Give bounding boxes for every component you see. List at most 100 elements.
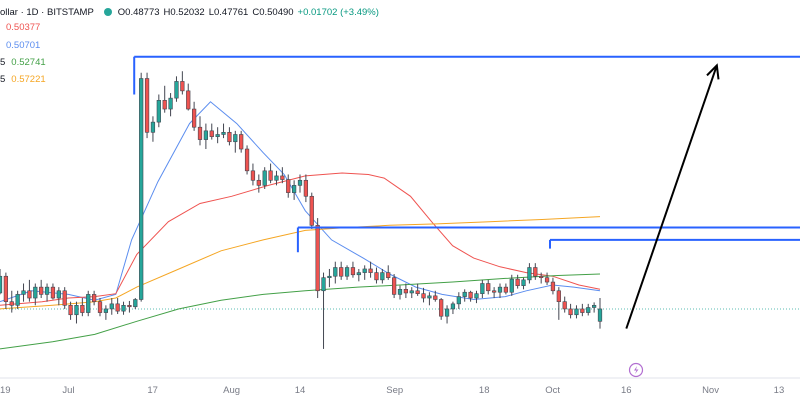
candle-body [515,278,520,286]
candle-body [568,308,573,316]
x-tick-label: Nov [702,385,719,396]
candle-body [168,97,173,110]
candle-body [21,290,26,295]
candle-body [9,301,14,306]
candle-body [97,301,103,313]
indicator-label-4[interactable]: 5 0.57221 [0,74,46,85]
trend-arrow-head [706,63,720,80]
candle-body [397,289,403,295]
candle-body [127,305,132,308]
candle-body [268,170,273,181]
candle-body [374,272,379,281]
candle-body [50,286,56,299]
candle-body [556,290,561,302]
candle-body [297,179,303,186]
candle-body [15,294,20,306]
low-value: L0.47761 [208,6,249,18]
candle-body [3,275,9,302]
candle-body [62,290,67,306]
x-tick-label: 14 [295,385,306,396]
moving-average-ma_red [0,172,601,306]
candle-body [421,293,426,299]
candle-body [544,277,550,283]
candle-body [509,278,514,293]
x-tick-label: Sep [386,385,403,396]
candle-body [339,267,344,277]
x-tick-label: 16 [621,385,632,396]
x-tick-label: Jul [62,385,74,396]
candle-body [39,286,44,295]
candle-body [539,275,544,278]
indicator-value: 0.50701 [6,40,41,51]
candle-body [550,281,556,292]
market-status-icon [103,8,112,16]
candle-body [162,100,167,110]
candle-body [133,299,138,308]
candle-body [597,308,603,322]
high-value: H0.52032 [163,6,205,18]
candle-body [174,81,179,99]
candle-body [303,179,309,197]
candle-body [315,225,320,292]
candle-body [527,267,532,281]
candle-body [227,132,232,143]
candle-body [74,305,79,316]
lightning-icon[interactable] [628,362,644,378]
indicator-prefix: 5 [0,74,6,85]
indicator-value: 0.50377 [6,22,41,33]
candle-body [103,308,109,313]
indicator-value: 0.57221 [11,74,46,85]
candle-body [191,108,197,128]
candle-body [109,303,114,310]
candle-body [256,179,261,186]
candle-body [497,286,503,293]
candle-body [491,290,497,293]
candle-body [144,78,150,133]
candle-body [456,296,461,305]
candle-body [186,90,191,110]
candle-body [486,283,491,292]
moving-average-ma_orange [0,216,601,310]
candle-body [409,290,414,294]
candle-body [433,295,438,300]
indicator-label-3[interactable]: 5 0.52741 [0,57,46,68]
change-value: +0.01702 (+3.49%) [297,6,379,18]
candle-body [386,272,391,278]
x-tick-label: 18 [479,385,490,396]
candle-body [333,267,338,277]
candle-body [533,267,538,277]
candle-body [474,293,479,299]
candle-body [150,121,156,133]
candle-body [309,195,314,226]
x-tick-label: Oct [545,385,560,396]
candle-body [68,305,73,316]
candle-body [203,130,209,140]
indicator-value: 0.52741 [11,57,46,68]
indicator-label-1[interactable]: 0.50377 [0,22,40,33]
x-tick-label: 17 [147,385,158,396]
candle-body [0,275,3,294]
candle-body [250,170,256,181]
candle-body [180,81,185,92]
moving-average-ma_green [0,273,601,350]
candle-body [215,134,220,137]
candle-body [562,301,567,310]
candle-body [586,307,591,313]
candle-body [462,291,467,297]
ohlc-legend: ollar · 1D · BITSTAMP O0.48773 H0.52032 … [0,4,379,20]
x-tick-label: 13 [774,385,785,396]
candle-body [156,100,161,123]
x-tick-label: Aug [223,385,240,396]
candle-body [450,303,456,310]
symbol-label[interactable]: ollar · 1D · BITSTAMP [0,6,94,18]
candle-body [291,185,297,193]
candle-body [80,305,85,313]
candle-body [139,78,144,300]
candle-body [427,295,432,299]
candle-body [239,134,244,150]
candle-body [468,291,473,299]
candle-body [591,305,597,308]
indicator-label-2[interactable]: 0.50701 [0,40,40,51]
